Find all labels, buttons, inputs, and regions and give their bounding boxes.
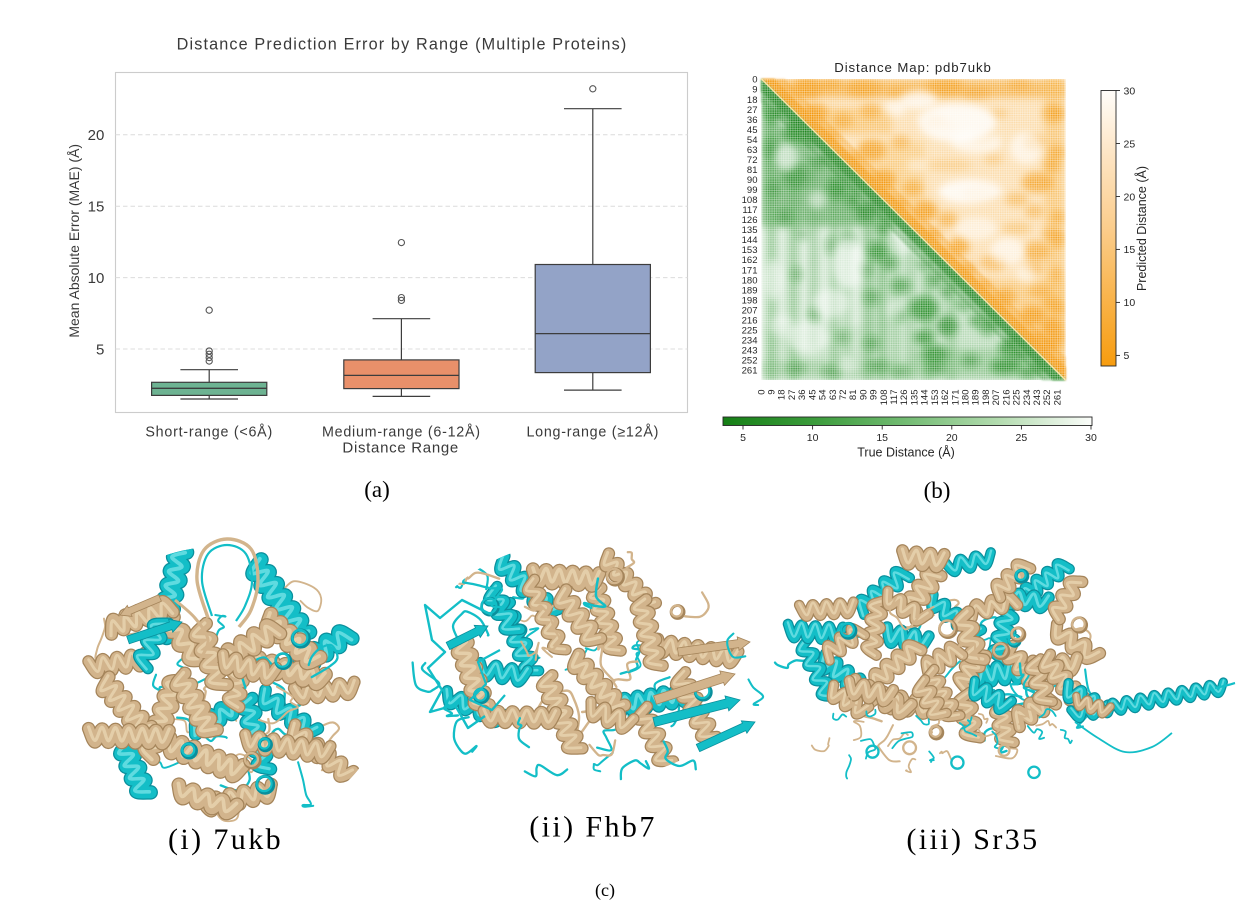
svg-text:25: 25 xyxy=(1016,432,1028,444)
svg-text:252: 252 xyxy=(742,356,758,367)
svg-text:15: 15 xyxy=(876,432,888,444)
svg-text:234: 234 xyxy=(742,336,758,347)
svg-text:225: 225 xyxy=(1012,390,1023,406)
svg-text:81: 81 xyxy=(747,165,758,176)
svg-text:63: 63 xyxy=(747,145,758,156)
svg-text:252: 252 xyxy=(1042,390,1053,406)
svg-text:10: 10 xyxy=(1124,297,1136,309)
svg-text:72: 72 xyxy=(747,155,758,166)
svg-text:72: 72 xyxy=(838,390,849,401)
svg-text:81: 81 xyxy=(848,390,859,401)
svg-text:261: 261 xyxy=(742,366,758,377)
svg-text:Distance Map: pdb7ukb: Distance Map: pdb7ukb xyxy=(834,60,991,75)
svg-text:27: 27 xyxy=(747,105,758,116)
svg-text:207: 207 xyxy=(991,390,1002,406)
svg-text:15: 15 xyxy=(88,199,105,216)
svg-text:Predicted Distance (Å): Predicted Distance (Å) xyxy=(1134,166,1149,291)
svg-text:5: 5 xyxy=(1124,350,1130,362)
svg-text:True Distance (Å): True Distance (Å) xyxy=(857,445,954,460)
svg-text:30: 30 xyxy=(1085,432,1097,444)
svg-text:162: 162 xyxy=(742,255,758,266)
svg-text:90: 90 xyxy=(747,175,758,186)
svg-text:45: 45 xyxy=(807,390,818,401)
svg-text:54: 54 xyxy=(818,390,829,401)
svg-text:189: 189 xyxy=(742,285,758,296)
svg-text:153: 153 xyxy=(930,390,941,406)
svg-text:9: 9 xyxy=(752,85,757,96)
svg-text:126: 126 xyxy=(899,390,910,406)
svg-text:198: 198 xyxy=(742,295,758,306)
svg-text:Short-range (<6Å): Short-range (<6Å) xyxy=(145,424,273,441)
svg-text:234: 234 xyxy=(1022,390,1033,406)
svg-text:(ii) Fhb7: (ii) Fhb7 xyxy=(529,811,656,844)
svg-text:(c): (c) xyxy=(595,880,615,901)
svg-text:117: 117 xyxy=(742,205,757,216)
svg-text:20: 20 xyxy=(946,432,958,444)
svg-text:20: 20 xyxy=(88,127,105,144)
svg-text:Medium-range (6-12Å): Medium-range (6-12Å) xyxy=(322,424,481,441)
svg-text:99: 99 xyxy=(747,185,758,196)
svg-text:207: 207 xyxy=(742,305,758,316)
svg-text:30: 30 xyxy=(1124,85,1136,97)
svg-text:10: 10 xyxy=(88,270,105,287)
svg-text:36: 36 xyxy=(797,390,808,401)
svg-text:(a): (a) xyxy=(364,477,390,502)
svg-text:15: 15 xyxy=(1124,244,1136,256)
svg-text:171: 171 xyxy=(950,390,961,406)
svg-text:45: 45 xyxy=(747,125,758,136)
svg-text:216: 216 xyxy=(742,315,758,326)
svg-text:63: 63 xyxy=(828,390,839,401)
svg-text:18: 18 xyxy=(747,95,758,106)
svg-text:180: 180 xyxy=(961,390,972,406)
svg-text:243: 243 xyxy=(742,346,758,357)
svg-text:0: 0 xyxy=(756,390,767,395)
svg-text:90: 90 xyxy=(858,390,869,401)
svg-text:144: 144 xyxy=(742,235,758,246)
svg-text:Distance Range: Distance Range xyxy=(342,439,459,456)
svg-text:135: 135 xyxy=(742,225,758,236)
svg-text:126: 126 xyxy=(742,215,758,226)
svg-text:(b): (b) xyxy=(924,478,951,503)
svg-text:Mean Absolute Error (MAE) (Å): Mean Absolute Error (MAE) (Å) xyxy=(66,144,82,338)
svg-text:108: 108 xyxy=(742,195,758,206)
svg-text:27: 27 xyxy=(787,390,798,401)
svg-text:36: 36 xyxy=(747,115,758,126)
svg-text:25: 25 xyxy=(1124,138,1136,150)
svg-text:189: 189 xyxy=(971,390,982,406)
svg-text:117: 117 xyxy=(889,390,900,405)
svg-text:54: 54 xyxy=(747,135,758,146)
svg-text:108: 108 xyxy=(879,390,890,406)
svg-text:(iii) Sr35: (iii) Sr35 xyxy=(906,823,1039,856)
svg-text:171: 171 xyxy=(742,265,758,276)
svg-text:198: 198 xyxy=(981,390,992,406)
svg-text:261: 261 xyxy=(1052,390,1063,406)
svg-text:144: 144 xyxy=(920,390,931,406)
svg-text:135: 135 xyxy=(909,390,920,406)
svg-text:153: 153 xyxy=(742,245,758,256)
svg-text:9: 9 xyxy=(767,390,778,395)
svg-text:162: 162 xyxy=(940,390,951,406)
svg-text:10: 10 xyxy=(807,432,819,444)
svg-text:5: 5 xyxy=(96,341,104,358)
svg-text:243: 243 xyxy=(1032,390,1043,406)
svg-text:99: 99 xyxy=(869,390,880,401)
svg-text:Distance Prediction Error by R: Distance Prediction Error by Range (Mult… xyxy=(177,36,628,54)
svg-text:Long-range (≥12Å): Long-range (≥12Å) xyxy=(526,424,659,441)
svg-text:18: 18 xyxy=(777,390,788,401)
svg-text:225: 225 xyxy=(742,325,758,336)
svg-text:216: 216 xyxy=(1001,390,1012,406)
svg-text:0: 0 xyxy=(752,75,757,86)
svg-text:5: 5 xyxy=(740,432,746,444)
svg-text:180: 180 xyxy=(742,275,758,286)
svg-text:(i) 7ukb: (i) 7ukb xyxy=(168,823,283,856)
svg-text:20: 20 xyxy=(1124,191,1136,203)
